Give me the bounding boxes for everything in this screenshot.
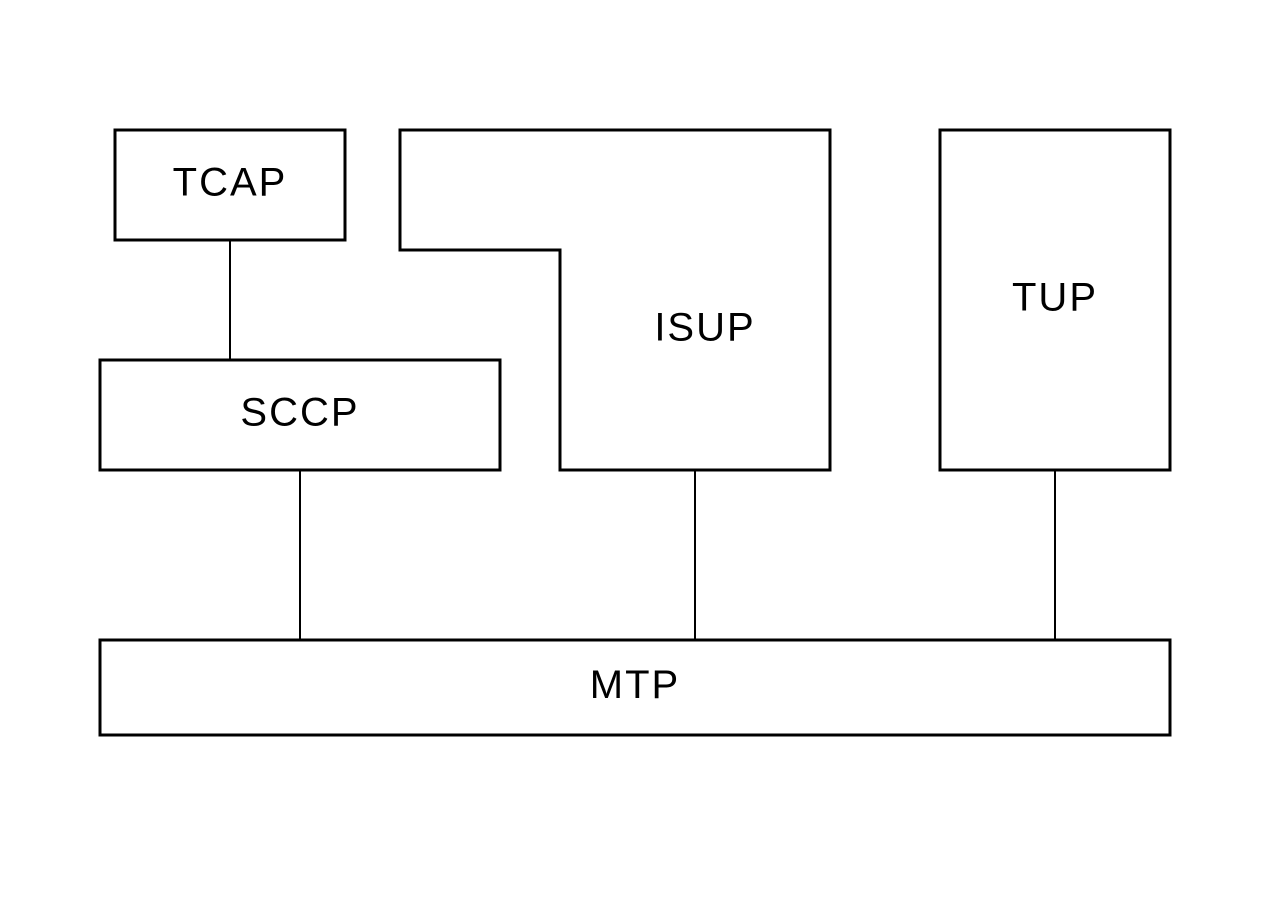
node-tup: TUP (940, 130, 1170, 470)
node-sccp-label: SCCP (240, 391, 359, 435)
node-mtp-label: MTP (590, 663, 680, 707)
node-tcap: TCAP (115, 130, 345, 240)
node-tcap-label: TCAP (173, 161, 288, 205)
node-mtp: MTP (100, 640, 1170, 735)
ss7-stack-diagram: TCAP SCCP ISUP TUP MTP (0, 0, 1279, 910)
node-isup-label: ISUP (654, 306, 755, 350)
node-tup-label: TUP (1012, 276, 1098, 320)
node-sccp: SCCP (100, 360, 500, 470)
